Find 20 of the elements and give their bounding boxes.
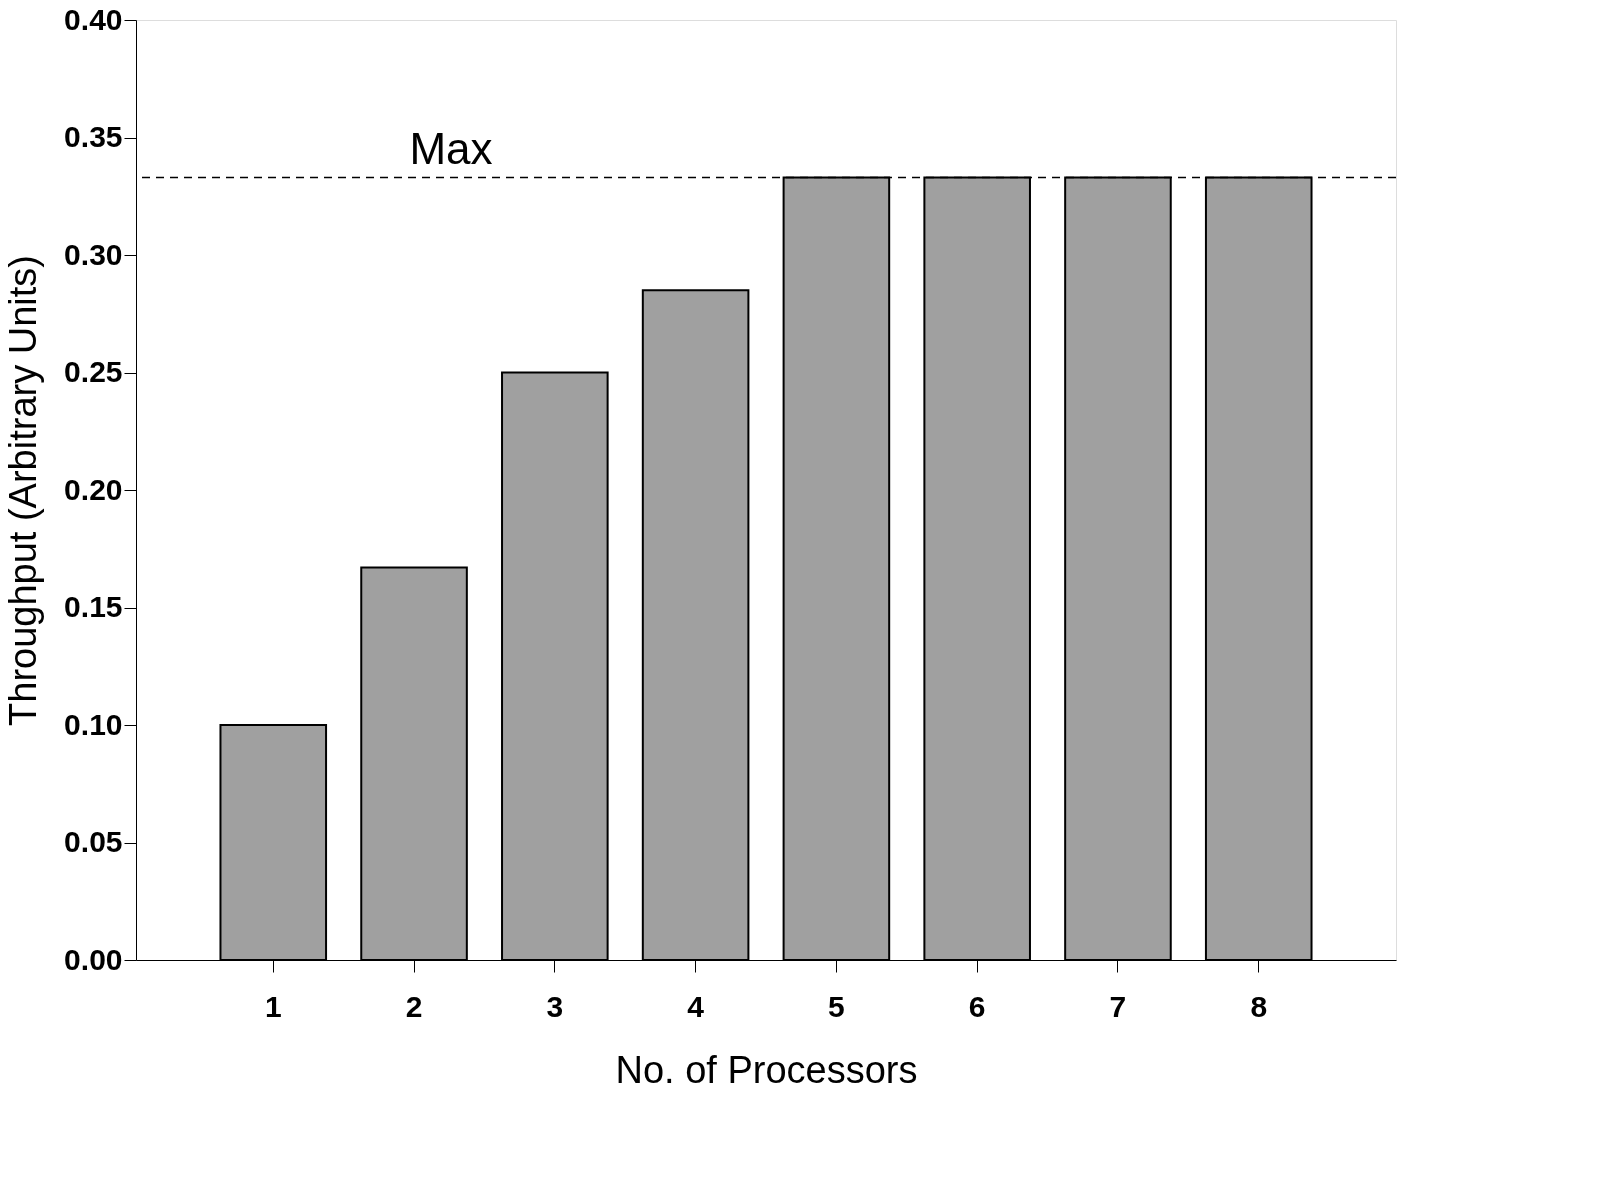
y-tick-label: 0.00 bbox=[64, 942, 123, 976]
y-tick-label: 0.30 bbox=[64, 237, 123, 271]
x-tick-label: 8 bbox=[1250, 989, 1268, 1023]
x-axis-title: No. of Processors bbox=[615, 1048, 918, 1091]
x-tick-label: 7 bbox=[1109, 989, 1127, 1023]
x-tick-label: 1 bbox=[264, 989, 282, 1023]
x-tick-label: 6 bbox=[968, 989, 986, 1023]
x-tick-label: 5 bbox=[828, 989, 845, 1023]
x-tick-label: 3 bbox=[546, 989, 564, 1023]
ref-line-label: Max bbox=[409, 124, 493, 174]
x-tick-label: 2 bbox=[405, 989, 423, 1023]
y-tick-label: 0.25 bbox=[64, 355, 123, 388]
y-tick-label: 0.15 bbox=[64, 590, 123, 623]
x-tick-label: 4 bbox=[687, 989, 705, 1023]
y-axis-title: Throughput (Arbitrary Units) bbox=[2, 255, 45, 726]
y-tick-label: 0.20 bbox=[64, 472, 123, 506]
y-tick-label: 0.40 bbox=[64, 2, 123, 36]
y-tick-label: 0.35 bbox=[64, 120, 123, 153]
y-tick-label: 0.10 bbox=[64, 707, 123, 741]
y-tick-label: 0.05 bbox=[64, 825, 123, 858]
